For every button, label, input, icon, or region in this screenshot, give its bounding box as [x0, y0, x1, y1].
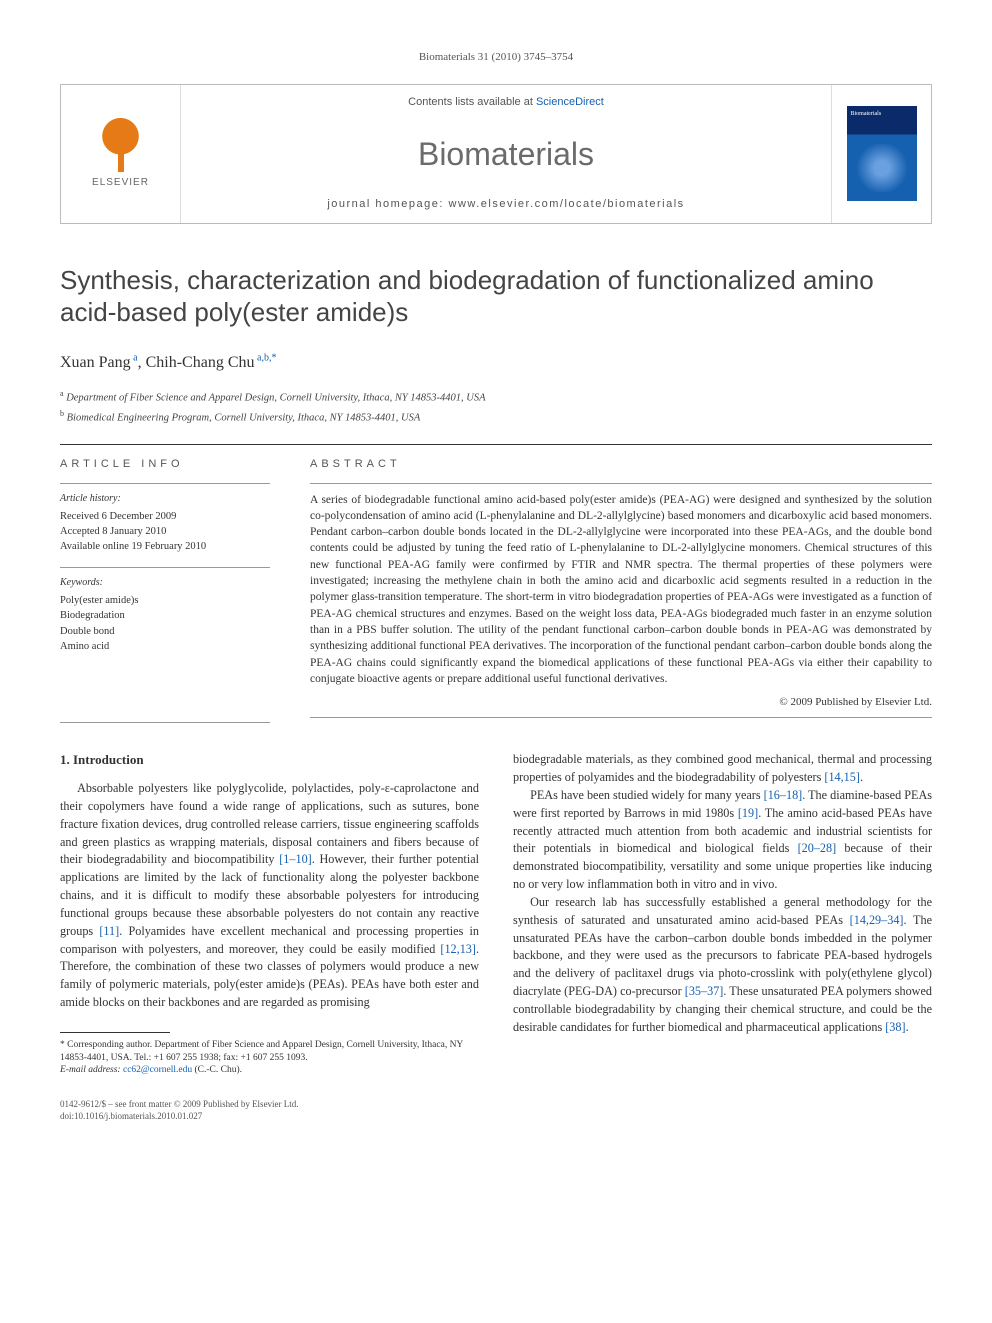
journal-cover-thumb: Biomaterials [847, 106, 917, 201]
author-2-affil-sup: a,b, [255, 353, 272, 364]
cover-label: Biomaterials [851, 110, 882, 119]
journal-name: Biomaterials [418, 131, 594, 177]
publisher-name: ELSEVIER [92, 176, 149, 191]
keywords-label: Keywords: [60, 576, 270, 591]
keyword-3: Double bond [60, 624, 270, 639]
elsevier-tree-icon [93, 117, 148, 172]
abstract-text: A series of biodegradable functional ami… [310, 492, 932, 688]
article-title: Synthesis, characterization and biodegra… [60, 264, 932, 329]
article-info-rule [60, 483, 270, 484]
affil-a-sup: a [60, 389, 64, 398]
history-rule [60, 567, 270, 568]
author-list: Xuan Pang a, Chih-Chang Chu a,b,* [60, 351, 932, 374]
abstract-rule [310, 483, 932, 484]
intro-para-1-cont: biodegradable materials, as they combine… [513, 751, 932, 787]
affil-b-text: Biomedical Engineering Program, Cornell … [67, 412, 421, 423]
publisher-logo-box: ELSEVIER [61, 85, 181, 223]
body-columns: 1. Introduction Absorbable polyesters li… [60, 751, 932, 1122]
corresponding-mark: * [271, 353, 276, 364]
running-head: Biomaterials 31 (2010) 3745–3754 [60, 50, 932, 66]
email-label: E-mail address: [60, 1065, 123, 1075]
elsevier-logo: ELSEVIER [81, 109, 161, 199]
intro-para-1: Absorbable polyesters like polyglycolide… [60, 780, 479, 1012]
issn-line: 0142-9612/$ – see front matter © 2009 Pu… [60, 1099, 479, 1111]
abstract-head: ABSTRACT [310, 457, 932, 473]
author-2: Chih-Chang Chu [146, 354, 255, 371]
history-label: Article history: [60, 492, 270, 507]
front-matter-meta: 0142-9612/$ – see front matter © 2009 Pu… [60, 1099, 479, 1122]
author-1: Xuan Pang [60, 354, 131, 371]
meta-row: ARTICLE INFO Article history: Received 6… [60, 457, 932, 727]
divider-top [60, 444, 932, 445]
footnote-rule [60, 1032, 170, 1033]
history-accepted: Accepted 8 January 2010 [60, 524, 270, 539]
section-1-head: 1. Introduction [60, 751, 479, 770]
banner-center: Contents lists available at ScienceDirec… [181, 85, 831, 223]
article-info-col: ARTICLE INFO Article history: Received 6… [60, 457, 270, 727]
sciencedirect-link[interactable]: ScienceDirect [536, 96, 604, 108]
homepage-prefix: journal homepage: [327, 198, 448, 210]
doi-line: doi:10.1016/j.biomaterials.2010.01.027 [60, 1111, 479, 1123]
homepage-url[interactable]: www.elsevier.com/locate/biomaterials [449, 198, 685, 210]
abstract-bottom-rule [310, 717, 932, 718]
affil-b-sup: b [60, 409, 64, 418]
email-link[interactable]: cc62@cornell.edu [123, 1065, 192, 1075]
history-received: Received 6 December 2009 [60, 509, 270, 524]
email-footnote: E-mail address: cc62@cornell.edu (C.-C. … [60, 1064, 479, 1077]
keyword-2: Biodegradation [60, 608, 270, 623]
contents-line: Contents lists available at ScienceDirec… [408, 95, 604, 111]
author-1-affil-sup: a [131, 353, 138, 364]
keyword-4: Amino acid [60, 639, 270, 654]
article-info-head: ARTICLE INFO [60, 457, 270, 473]
email-suffix: (C.-C. Chu). [192, 1065, 242, 1075]
homepage-line: journal homepage: www.elsevier.com/locat… [327, 197, 684, 213]
column-left: 1. Introduction Absorbable polyesters li… [60, 751, 479, 1122]
corresponding-footnote: * Corresponding author. Department of Fi… [60, 1039, 479, 1065]
journal-banner: ELSEVIER Contents lists available at Sci… [60, 84, 932, 224]
history-online: Available online 19 February 2010 [60, 539, 270, 554]
intro-para-3: Our research lab has successfully establ… [513, 894, 932, 1037]
column-right: biodegradable materials, as they combine… [513, 751, 932, 1122]
affil-a-text: Department of Fiber Science and Apparel … [66, 393, 485, 404]
intro-para-2: PEAs have been studied widely for many y… [513, 787, 932, 894]
keyword-1: Poly(ester amide)s [60, 593, 270, 608]
abstract-col: ABSTRACT A series of biodegradable funct… [310, 457, 932, 727]
affiliation-a: a Department of Fiber Science and Appare… [60, 388, 932, 406]
affiliation-b: b Biomedical Engineering Program, Cornel… [60, 408, 932, 426]
copyright-line: © 2009 Published by Elsevier Ltd. [310, 695, 932, 711]
contents-prefix: Contents lists available at [408, 96, 536, 108]
cover-thumb-box: Biomaterials [831, 85, 931, 223]
